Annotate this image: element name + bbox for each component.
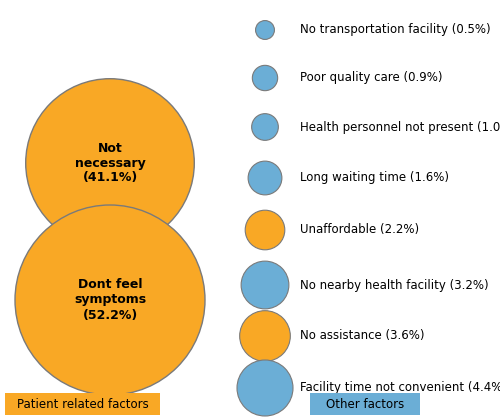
- Circle shape: [240, 311, 290, 361]
- Text: Long waiting time (1.6%): Long waiting time (1.6%): [300, 171, 449, 184]
- Text: Dont feel
symptoms
(52.2%): Dont feel symptoms (52.2%): [74, 278, 146, 321]
- FancyBboxPatch shape: [5, 393, 160, 415]
- Text: Poor quality care (0.9%): Poor quality care (0.9%): [300, 71, 442, 84]
- Circle shape: [245, 210, 285, 250]
- Text: Unaffordable (2.2%): Unaffordable (2.2%): [300, 224, 419, 237]
- Circle shape: [248, 161, 282, 195]
- Circle shape: [256, 20, 274, 39]
- Text: No assistance (3.6%): No assistance (3.6%): [300, 329, 424, 342]
- Circle shape: [252, 114, 278, 140]
- Circle shape: [252, 65, 278, 91]
- Text: Patient related factors: Patient related factors: [16, 398, 148, 410]
- Circle shape: [26, 79, 194, 247]
- FancyBboxPatch shape: [310, 393, 420, 415]
- Text: Health personnel not present (1.0%): Health personnel not present (1.0%): [300, 120, 500, 133]
- Circle shape: [15, 205, 205, 395]
- Text: No nearby health facility (3.2%): No nearby health facility (3.2%): [300, 278, 488, 291]
- Circle shape: [237, 360, 293, 416]
- Text: Facility time not convenient (4.4%): Facility time not convenient (4.4%): [300, 382, 500, 395]
- Text: No transportation facility (0.5%): No transportation facility (0.5%): [300, 23, 490, 36]
- Text: Not
necessary
(41.1%): Not necessary (41.1%): [74, 142, 146, 184]
- Text: Other factors: Other factors: [326, 398, 404, 410]
- Circle shape: [241, 261, 289, 309]
